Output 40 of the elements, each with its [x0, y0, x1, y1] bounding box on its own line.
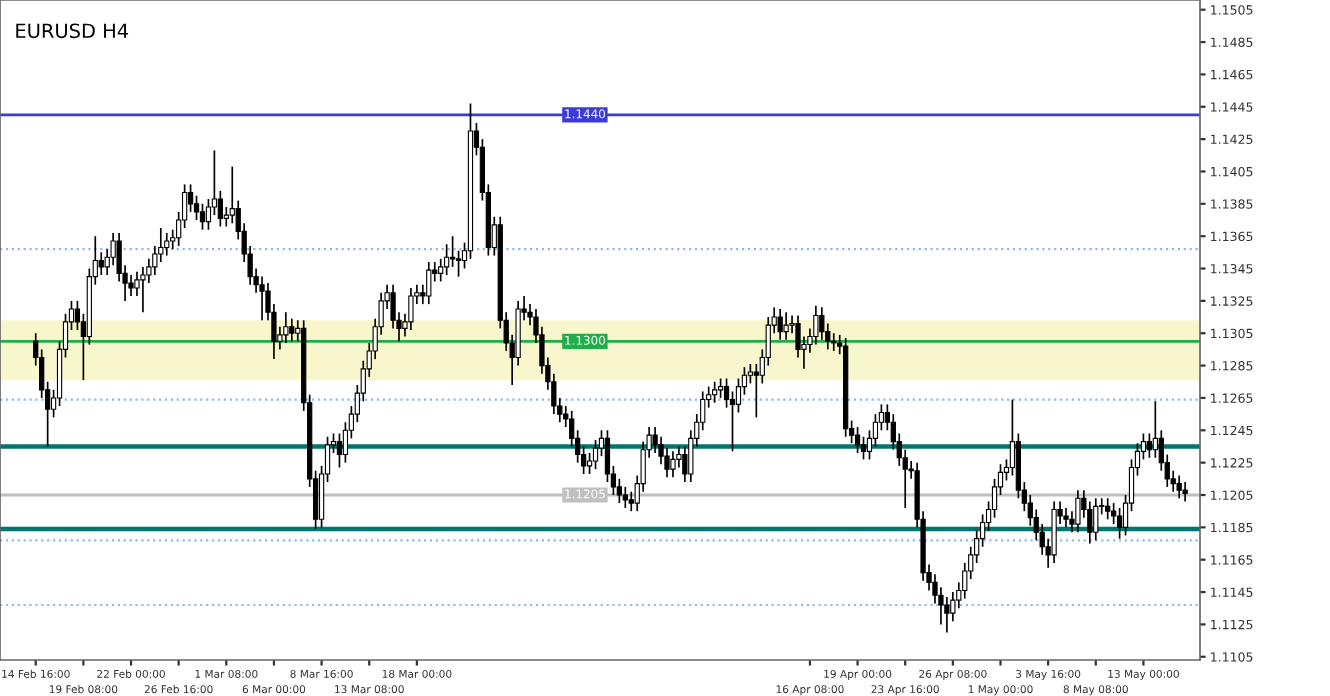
candlestick — [622, 486, 628, 509]
candlestick — [1116, 507, 1123, 540]
candlestick — [140, 266, 146, 314]
candlestick — [1146, 432, 1153, 459]
candlestick — [628, 490, 634, 513]
candlestick — [1176, 474, 1182, 500]
candlestick — [783, 311, 789, 341]
candlestick — [1075, 489, 1081, 534]
candlestick — [259, 275, 265, 322]
candlestick — [426, 261, 432, 305]
candlestick — [1152, 400, 1158, 459]
candlestick — [819, 306, 825, 341]
candlestick — [199, 202, 206, 231]
candlestick — [753, 363, 759, 419]
candlestick — [831, 332, 837, 352]
candlestick — [1105, 497, 1111, 521]
candlestick — [1051, 500, 1057, 564]
candlestick — [777, 308, 783, 341]
candlestick — [1093, 497, 1099, 542]
candlestick — [229, 165, 235, 225]
candlestick — [444, 243, 450, 276]
candlestick — [854, 426, 861, 454]
candlestick — [336, 432, 343, 469]
candlestick — [717, 377, 724, 399]
candlestick — [860, 435, 867, 461]
candlestick — [283, 311, 289, 344]
candlestick — [408, 287, 414, 331]
candlestick — [1182, 481, 1188, 503]
candlestick — [712, 380, 718, 404]
candlestick — [682, 445, 688, 483]
candlestick — [110, 232, 116, 267]
candlestick — [1063, 507, 1069, 529]
candlestick — [98, 251, 104, 276]
candlestick — [187, 183, 194, 213]
text: EURUSD H4 — [16, 23, 129, 39]
candlestick — [670, 450, 676, 479]
candlestick — [164, 232, 170, 257]
candlestick — [676, 445, 682, 469]
candlestick — [813, 304, 819, 346]
candlestick — [289, 317, 295, 343]
